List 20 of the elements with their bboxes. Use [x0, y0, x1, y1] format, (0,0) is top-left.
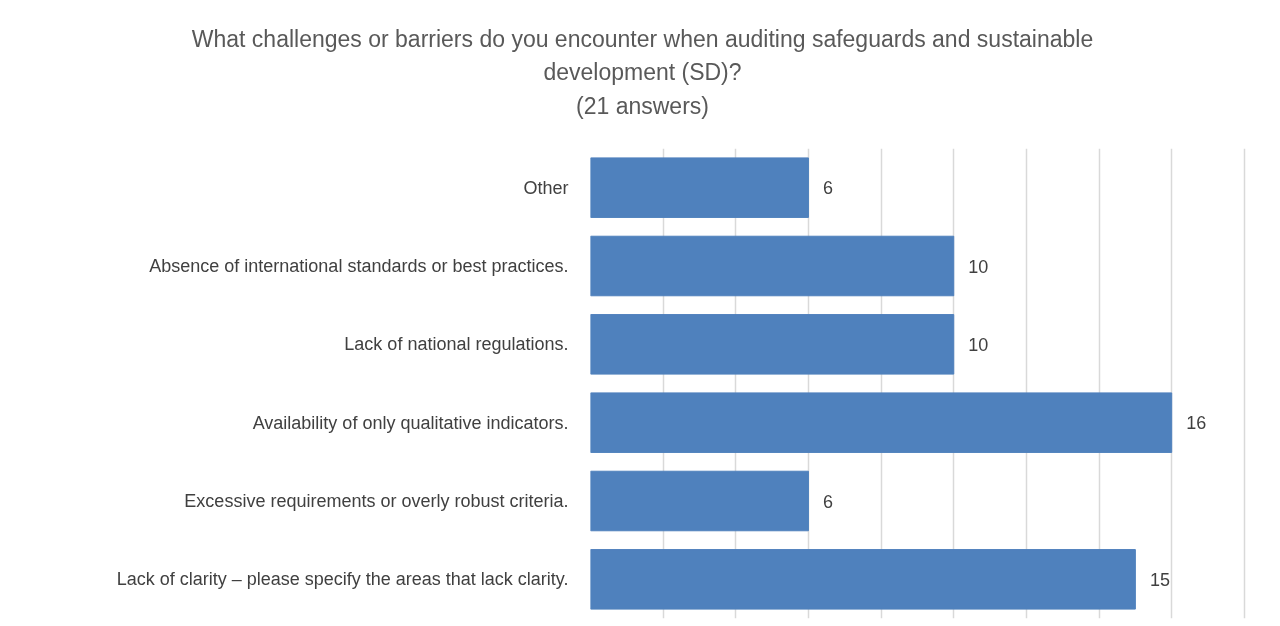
- y-tick-label: Lack of clarity – please specify the areas that lack clarity.: [116, 569, 569, 590]
- bar: [590, 235, 955, 297]
- bar: [590, 314, 955, 375]
- chart-subtitle: (21 answers): [575, 91, 710, 121]
- data-label: 16: [1186, 413, 1207, 434]
- bar: [590, 549, 1136, 610]
- data-label: 15: [1149, 569, 1170, 590]
- y-tick-label: Availability of only qualitative indicators.: [252, 412, 569, 433]
- y-tick-label: Lack of national regulations.: [344, 334, 569, 355]
- bar: [590, 392, 1173, 453]
- data-label: 10: [968, 256, 989, 277]
- data-label: 6: [822, 491, 833, 512]
- data-label: 10: [968, 334, 989, 355]
- data-label: 6: [822, 178, 833, 199]
- y-tick-label: Excessive requirements or overly robust criteria.: [184, 491, 569, 511]
- chart-title: What challenges or barriers do you encounter when auditing safeguards and sustainable development (SD)?: [190, 25, 1095, 88]
- bar: [590, 157, 809, 218]
- y-tick-label: Other: [523, 177, 569, 198]
- y-tick-label: Absence of international standards or best practices.: [149, 256, 569, 276]
- bar: [590, 470, 809, 532]
